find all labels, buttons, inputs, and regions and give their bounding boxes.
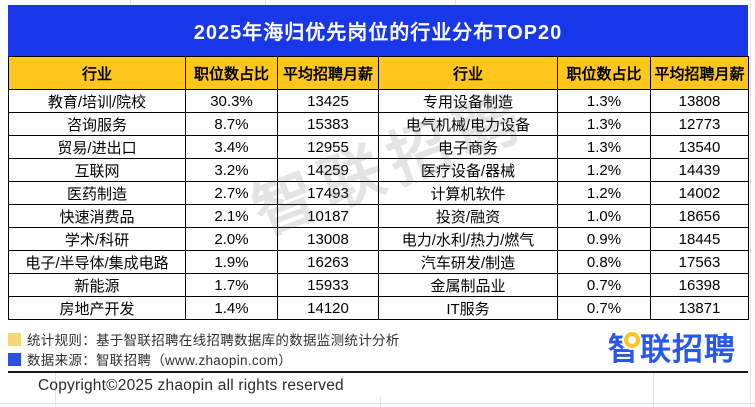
table-cell: 17493 — [277, 181, 379, 205]
table-cell: 1.2% — [557, 158, 651, 182]
table-cell: 18445 — [650, 227, 749, 251]
table-cell: 医疗设备/器械 — [378, 158, 558, 182]
table-cell: 教育/培训/院校 — [8, 89, 186, 113]
col-header-industry-right: 行业 — [378, 56, 558, 90]
yellow-square-bullet — [8, 332, 21, 346]
table-cell: 2.1% — [185, 204, 278, 228]
table-header-row: 行业 职位数占比 平均招聘月薪 行业 职位数占比 平均招聘月薪 — [8, 56, 749, 90]
footnote-source-text: 数据来源：智联招聘（www.zhaopin.com） — [27, 353, 293, 368]
zhaopin-logo: 智联招聘 — [608, 331, 748, 369]
table-cell: 15383 — [277, 112, 379, 136]
table-cell: 2.0% — [185, 227, 278, 251]
table-row: 学术/科研 2.0% 13008 电力/水利/热力/燃气 0.9% 18445 — [8, 227, 749, 251]
table-cell: 计算机软件 — [378, 181, 558, 205]
table-cell: 13540 — [650, 135, 749, 159]
col-header-share-left: 职位数占比 — [185, 56, 278, 90]
table-cell: 咨询服务 — [8, 112, 186, 136]
location-pin-icon — [624, 332, 640, 348]
table-row: 贸易/进出口 3.4% 12955 电子商务 1.3% 13540 — [8, 135, 749, 159]
table-row: 医药制造 2.7% 17493 计算机软件 1.2% 14002 — [8, 181, 749, 205]
table-cell: 13871 — [650, 296, 749, 320]
table-cell: 13808 — [650, 89, 749, 113]
table-cell: 13425 — [277, 89, 379, 113]
table-cell: 贸易/进出口 — [8, 135, 186, 159]
table-row: 快速消费品 2.1% 10187 投资/融资 1.0% 18656 — [8, 204, 749, 228]
table-cell: 金属制品业 — [378, 273, 558, 297]
table-cell: 14120 — [277, 296, 379, 320]
table-cell: 14439 — [650, 158, 749, 182]
table-cell: 12773 — [650, 112, 749, 136]
table-cell: 0.7% — [557, 296, 651, 320]
industry-distribution-table: 行业 职位数占比 平均招聘月薪 行业 职位数占比 平均招聘月薪 教育/培训/院校… — [8, 56, 749, 320]
table-row: 电子/半导体/集成电路 1.9% 16263 汽车研发/制造 0.8% 17563 — [8, 250, 749, 274]
gridline — [653, 372, 654, 407]
table-cell: 专用设备制造 — [378, 89, 558, 113]
table-cell: 电气机械/电力设备 — [378, 112, 558, 136]
col-header-share-right: 职位数占比 — [557, 56, 651, 90]
table-row: 教育/培训/院校 30.3% 13425 专用设备制造 1.3% 13808 — [8, 89, 749, 113]
gridline — [380, 397, 381, 407]
table-cell: 1.3% — [557, 135, 651, 159]
table-cell: 房地产开发 — [8, 296, 186, 320]
table-cell: 医药制造 — [8, 181, 186, 205]
table-cell: 12955 — [277, 135, 379, 159]
table-cell: 0.7% — [557, 273, 651, 297]
table-cell: 汽车研发/制造 — [378, 250, 558, 274]
gridline — [55, 372, 56, 407]
table-cell: 新能源 — [8, 273, 186, 297]
table-cell: 16263 — [277, 250, 379, 274]
gridline — [455, 0, 456, 5]
page-title: 2025年海归优先岗位的行业分布TOP20 — [193, 22, 563, 44]
table-cell: 快速消费品 — [8, 204, 186, 228]
table-cell: 电力/水利/热力/燃气 — [378, 227, 558, 251]
table-cell: 1.7% — [185, 273, 278, 297]
title-banner: 2025年海归优先岗位的行业分布TOP20 — [8, 5, 748, 56]
table-cell: 14002 — [650, 181, 749, 205]
table-cell: 2.7% — [185, 181, 278, 205]
table-row: 新能源 1.7% 15933 金属制品业 0.7% 16398 — [8, 273, 749, 297]
gridline — [0, 403, 755, 404]
table-cell: 1.0% — [557, 204, 651, 228]
table-row: 互联网 3.2% 14259 医疗设备/器械 1.2% 14439 — [8, 158, 749, 182]
table-cell: 1.3% — [557, 112, 651, 136]
table-cell: 投资/融资 — [378, 204, 558, 228]
table-cell: 互联网 — [8, 158, 186, 182]
table-row: 房地产开发 1.4% 14120 IT服务 0.7% 13871 — [8, 296, 749, 320]
table-cell: 电子/半导体/集成电路 — [8, 250, 186, 274]
footnote-rule-text: 统计规则：基于智联招聘在线招聘数据库的数据监测统计分析 — [27, 333, 400, 348]
table-cell: 电子商务 — [378, 135, 558, 159]
table-cell: 1.4% — [185, 296, 278, 320]
table-cell: 1.9% — [185, 250, 278, 274]
table-cell: 1.2% — [557, 181, 651, 205]
table-row: 咨询服务 8.7% 15383 电气机械/电力设备 1.3% 12773 — [8, 112, 749, 136]
table-cell: 10187 — [277, 204, 379, 228]
table-cell: IT服务 — [378, 296, 558, 320]
table-cell: 18656 — [650, 204, 749, 228]
gridline — [750, 0, 751, 407]
table-cell: 30.3% — [185, 89, 278, 113]
table-cell: 3.2% — [185, 158, 278, 182]
table-cell: 14259 — [277, 158, 379, 182]
col-header-salary-left: 平均招聘月薪 — [277, 56, 379, 90]
footnote-statistic-rule: 统计规则：基于智联招聘在线招聘数据库的数据监测统计分析 — [8, 331, 400, 348]
table-cell: 15933 — [277, 273, 379, 297]
blue-square-bullet — [8, 352, 21, 366]
copyright-text: Copyright©2025 zhaopin all rights reserv… — [38, 377, 344, 394]
table-cell: 学术/科研 — [8, 227, 186, 251]
table-cell: 3.4% — [185, 135, 278, 159]
gridline — [265, 0, 266, 5]
table-cell: 17563 — [650, 250, 749, 274]
table-cell: 16398 — [650, 273, 749, 297]
table-cell: 13008 — [277, 227, 379, 251]
table-cell: 8.7% — [185, 112, 278, 136]
table-cell: 0.9% — [557, 227, 651, 251]
footnote-data-source: 数据来源：智联招聘（www.zhaopin.com） — [8, 351, 293, 368]
footer-divider — [8, 371, 748, 373]
col-header-industry-left: 行业 — [8, 56, 186, 90]
table-cell: 0.8% — [557, 250, 651, 274]
col-header-salary-right: 平均招聘月薪 — [650, 56, 749, 90]
gridline — [130, 0, 131, 5]
table-cell: 1.3% — [557, 89, 651, 113]
